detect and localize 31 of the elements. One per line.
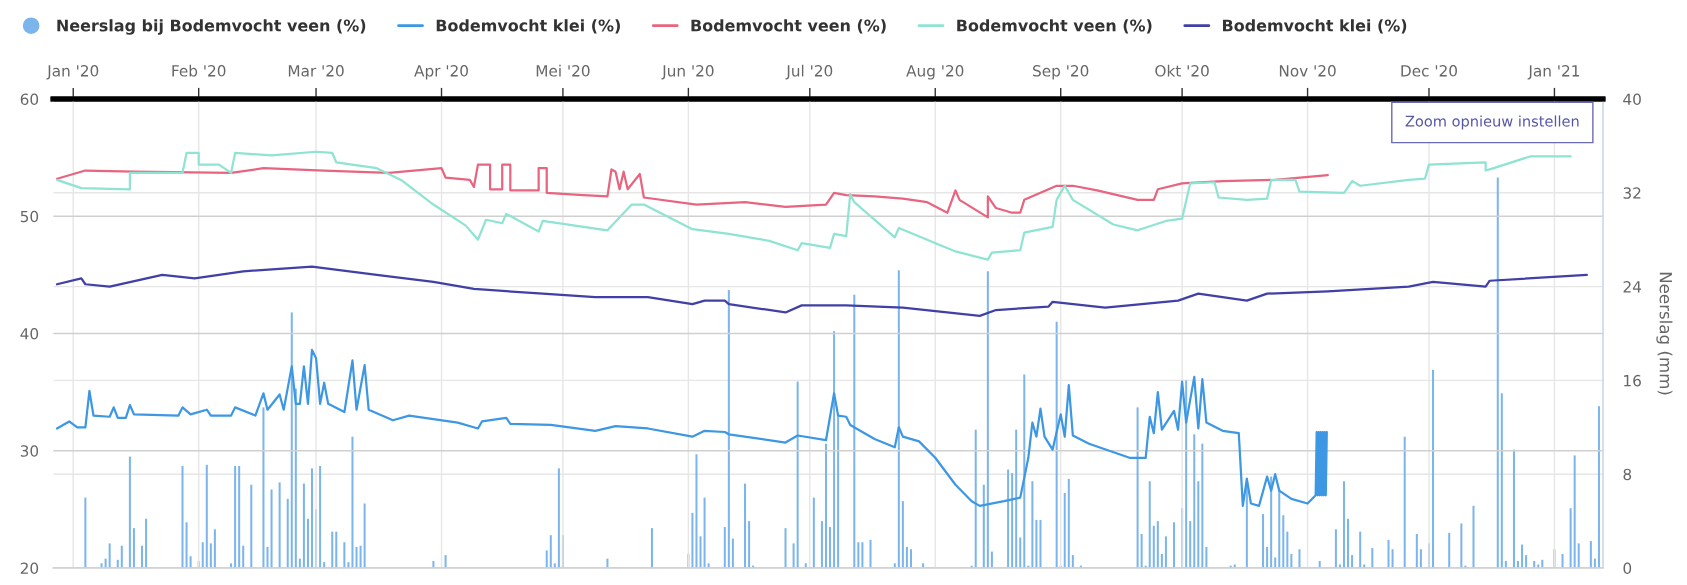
legend-label: Bodemvocht klei (%) (436, 19, 620, 34)
annotation: Zoom opnieuw instellen (1405, 115, 1579, 130)
x-tick-label: Aug '20 (906, 65, 964, 80)
x-tick-label: Jun '20 (661, 65, 714, 80)
y-tick-label: 20 (20, 562, 39, 575)
x-tick-label: Feb '20 (172, 64, 226, 77)
x-tick-label: Sep '20 (1033, 65, 1089, 80)
x-tick-label: Jul '20 (785, 64, 833, 80)
y2-tick-label: 40 (1623, 93, 1641, 106)
x-tick-label: Jan '21 (1527, 65, 1580, 80)
x-tick-label: Jan '20 (46, 65, 99, 80)
y-tick-label: 40 (20, 327, 39, 340)
y2-tick-label: 24 (1623, 281, 1642, 293)
y2-tick-label: 16 (1624, 374, 1641, 387)
y-tick-label: 30 (20, 445, 39, 457)
x-tick-label: Nov '20 (1279, 65, 1336, 77)
y-tick-label: 60 (20, 93, 39, 106)
y2-tick-label: 0 (1623, 562, 1632, 575)
legend-label: Bodemvocht veen (%) (957, 19, 1152, 34)
y2-tick-label: 8 (1623, 468, 1632, 481)
x-tick-label: Okt '20 (1155, 64, 1209, 77)
x-tick-label: Mar '20 (288, 65, 344, 77)
y2-axis-title: Neerslag (mm) (1656, 272, 1673, 395)
x-tick-label: Mei '20 (536, 64, 590, 77)
x-tick-label: Dec '20 (1401, 65, 1457, 77)
y2-tick-label: 32 (1623, 187, 1641, 199)
legend-label: Neerslag bij Bodemvocht veen (%) (57, 19, 366, 35)
y-tick-label: 50 (20, 210, 39, 223)
x-tick-label: Apr '20 (414, 65, 468, 80)
legend-label: Bodemvocht veen (%) (691, 19, 886, 34)
legend-label: Bodemvocht klei (%) (1223, 19, 1407, 34)
